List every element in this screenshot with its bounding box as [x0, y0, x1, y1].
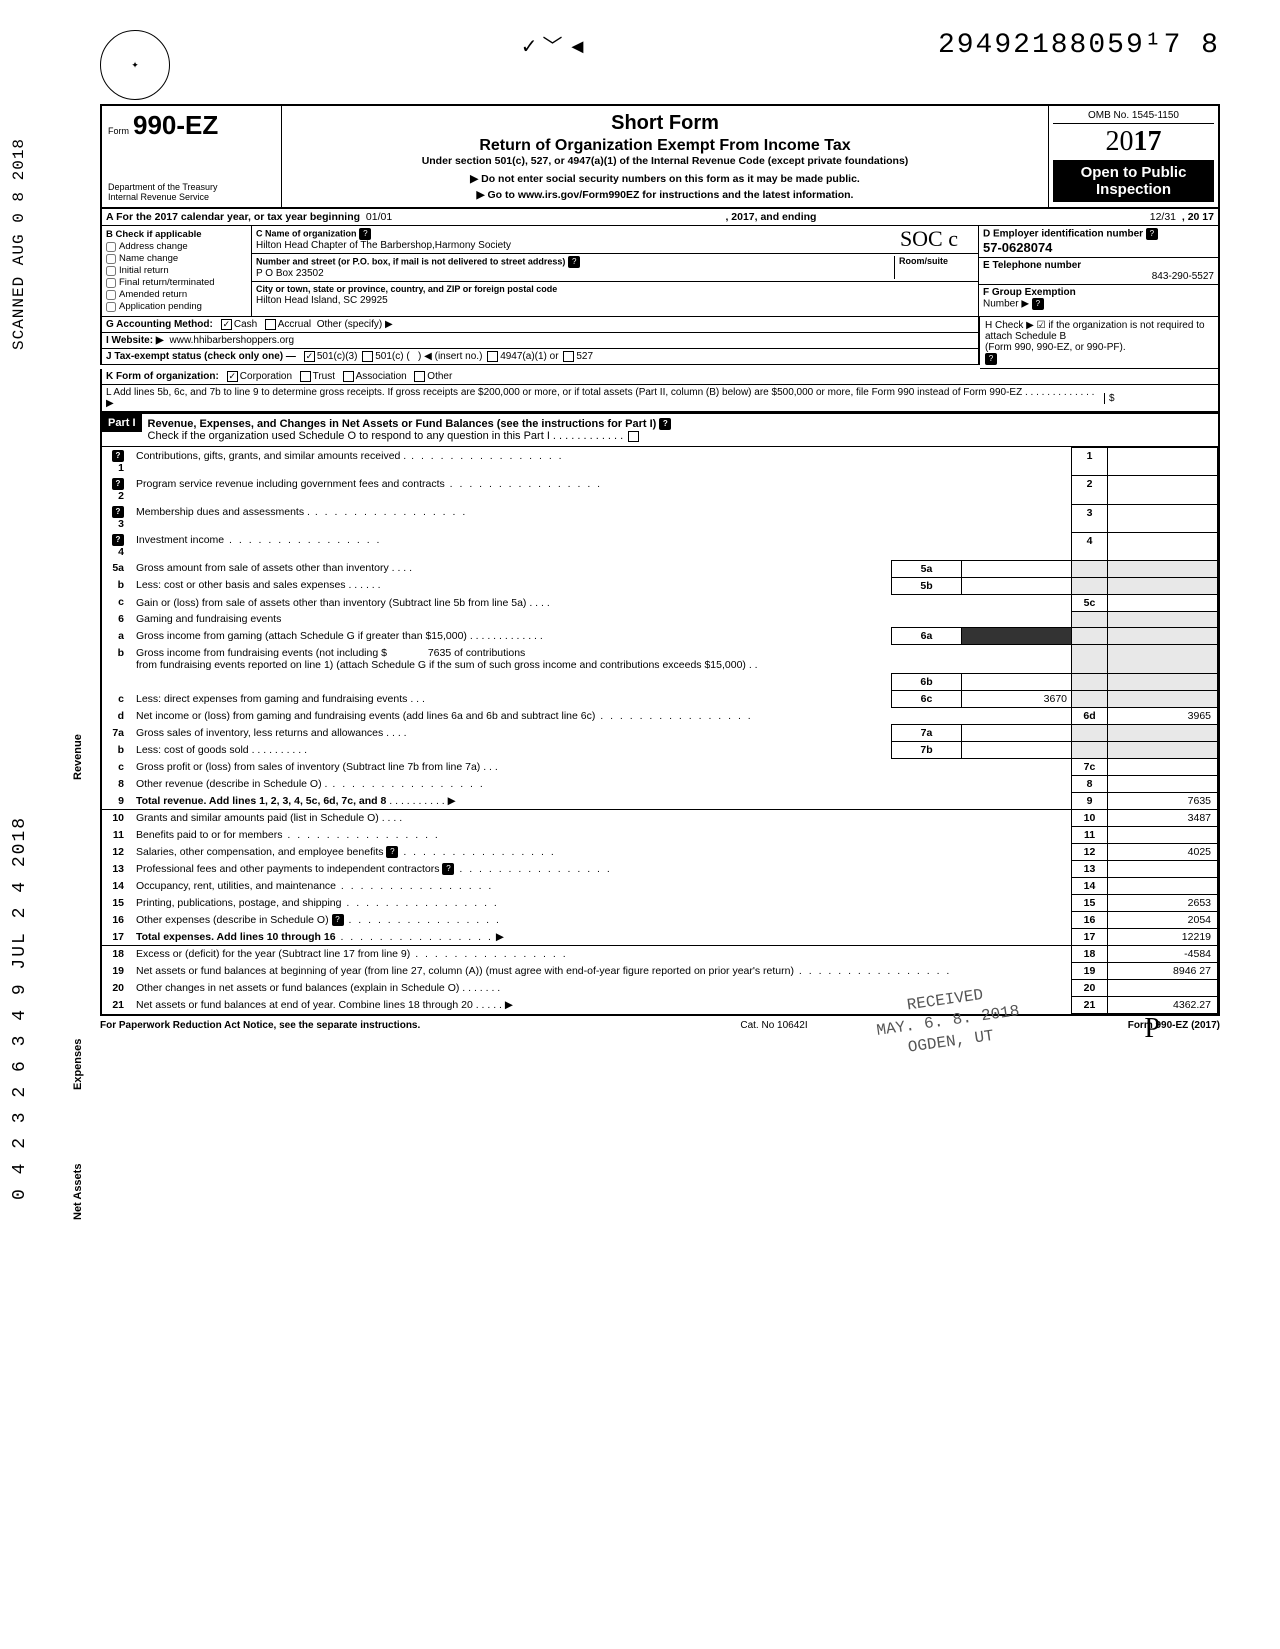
cb-assoc[interactable] [343, 371, 354, 382]
cb-final-return[interactable]: Final return/terminated [106, 277, 247, 288]
cb-527[interactable] [563, 351, 574, 362]
h-check-text: H Check ▶ ☑ if the organization is not r… [985, 320, 1213, 342]
org-name: Hilton Head Chapter of The Barbershop,Ha… [256, 240, 511, 251]
cb-501c[interactable] [362, 351, 373, 362]
row-a-tax-year: A For the 2017 calendar year, or tax yea… [100, 209, 1220, 226]
footer-mid: Cat. No 10642I [740, 1020, 807, 1031]
city-val: Hilton Head Island, SC 29925 [256, 295, 388, 306]
cb-amended[interactable]: Amended return [106, 289, 247, 300]
irs-eagle-seal: ✦ [100, 30, 170, 100]
dln-number: 29492188059¹7 8 [938, 30, 1220, 61]
street-label: Number and street (or P.O. box, if mail … [256, 257, 565, 267]
k-label: K Form of organization: [106, 371, 219, 382]
handwritten-top: ✓ ﹀ ◄ [521, 30, 588, 59]
lines-table: ? 1Contributions, gifts, grants, and sim… [102, 447, 1218, 1014]
cb-schedule-o[interactable] [628, 431, 639, 442]
j-label: J Tax-exempt status (check only one) — [106, 351, 296, 362]
help-icon[interactable]: ? [659, 418, 671, 430]
h-check-sub: (Form 990, 990-EZ, or 990-PF). [985, 342, 1213, 353]
open-public-2: Inspection [1055, 181, 1212, 198]
help-icon[interactable]: ? [568, 256, 580, 268]
e-phone-label: E Telephone number [983, 260, 1081, 271]
cb-trust[interactable] [300, 371, 311, 382]
d-ein-label: D Employer identification number [983, 229, 1143, 240]
omb-number: OMB No. 1545-1150 [1053, 110, 1214, 124]
part1-label: Part I [102, 414, 142, 432]
room-label: Room/suite [899, 256, 948, 266]
form-prefix: Form [108, 126, 129, 136]
form-header: Form 990-EZ Department of the Treasury I… [100, 104, 1220, 209]
cb-corp[interactable]: ✓ [227, 371, 238, 382]
i-label: I Website: ▶ [106, 335, 164, 346]
f-group-label: F Group Exemption [983, 287, 1076, 298]
street-val: P O Box 23502 [256, 268, 324, 279]
jul-date-stamp: 0 4 2 3 2 6 3 4 9 JUL 2 4 2018 [10, 816, 30, 1200]
footer-left: For Paperwork Reduction Act Notice, see … [100, 1020, 420, 1031]
signature-initial: P [1144, 1013, 1160, 1045]
cb-accrual[interactable] [265, 319, 276, 330]
open-public-1: Open to Public [1055, 164, 1212, 181]
cb-501c3[interactable]: ✓ [304, 351, 315, 362]
form-subtitle: Under section 501(c), 527, or 4947(a)(1)… [292, 155, 1038, 167]
cb-cash[interactable]: ✓ [221, 319, 232, 330]
arrow-line-1: ▶ Do not enter social security numbers o… [292, 173, 1038, 185]
cb-other[interactable] [414, 371, 425, 382]
handwritten-soc: SOC c [900, 226, 958, 252]
help-icon[interactable]: ? [1032, 298, 1044, 310]
d-ein-val: 57-0628074 [983, 240, 1052, 255]
side-netassets: Net Assets [72, 1164, 84, 1220]
f-group-label2: Number ▶ [983, 299, 1029, 310]
cb-name-change[interactable]: Name change [106, 253, 247, 264]
arrow-line-2: ▶ Go to www.irs.gov/Form990EZ for instru… [292, 189, 1038, 201]
l-text: L Add lines 5b, 6c, and 7b to line 9 to … [106, 387, 1104, 409]
dept-line2: Internal Revenue Service [108, 193, 275, 203]
g-label: G Accounting Method: [106, 319, 213, 330]
help-icon[interactable]: ? [985, 353, 997, 365]
part1-check: Check if the organization used Schedule … [148, 430, 624, 442]
website-val: www.hhibarbershoppers.org [170, 335, 295, 346]
cb-initial-return[interactable]: Initial return [106, 265, 247, 276]
side-revenue: Revenue [72, 734, 84, 780]
c-name-label: C Name of organization [256, 229, 357, 239]
cb-address-change[interactable]: Address change [106, 241, 247, 252]
cb-4947[interactable] [487, 351, 498, 362]
short-form-label: Short Form [292, 112, 1038, 135]
side-expenses: Expenses [72, 1039, 84, 1090]
city-label: City or town, state or province, country… [256, 284, 557, 294]
col-b-checkboxes: B Check if applicable Address change Nam… [102, 226, 252, 316]
l-amt: $ [1104, 393, 1214, 404]
part1-title: Revenue, Expenses, and Changes in Net As… [148, 418, 657, 430]
form-year: 2017 [1053, 126, 1214, 158]
form-title: Return of Organization Exempt From Incom… [292, 137, 1038, 155]
help-icon[interactable]: ? [359, 228, 371, 240]
form-number: 990-EZ [133, 110, 218, 141]
footer-right: Form 990-EZ (2017) [1128, 1020, 1220, 1031]
e-phone-val: 843-290-5527 [983, 271, 1214, 282]
help-icon[interactable]: ? [1146, 228, 1158, 240]
cb-application-pending[interactable]: Application pending [106, 301, 247, 312]
scanned-stamp: SCANNED AUG 0 8 2018 [10, 138, 28, 350]
